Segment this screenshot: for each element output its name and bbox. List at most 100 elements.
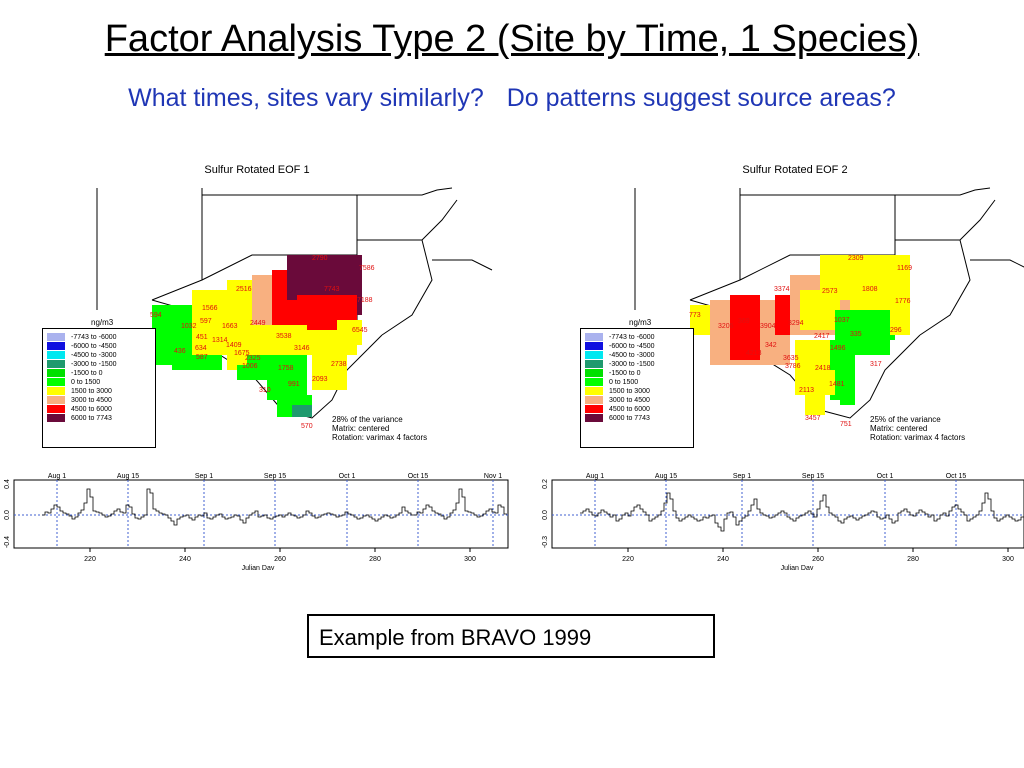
legend-swatch [47, 378, 65, 386]
map-grid-cell [840, 355, 855, 405]
example-caption: Example from BRAVO 1999 [307, 614, 715, 658]
site-value-label: 1314 [212, 337, 228, 344]
eof-series-line [580, 492, 1024, 532]
day-tick-label: 280 [369, 556, 381, 563]
legend-swatch [585, 396, 603, 404]
site-value-label: 436 [174, 348, 186, 355]
legend-item: -4500 to -3000 [585, 351, 655, 360]
x-axis-label: Julian Day [781, 565, 814, 570]
map-grid-cell [312, 350, 347, 390]
legend-swatch [585, 405, 603, 413]
legend-item: -6000 to -4500 [47, 342, 117, 351]
legend-swatch [47, 369, 65, 377]
day-tick-label: 300 [464, 556, 476, 563]
eof1-map-canvas: 2790 7586 2516 7743 7188 1566 594 597 1663 2449 10… [96, 187, 493, 430]
legend-item: 4500 to 6000 [585, 405, 650, 414]
legend-swatch [47, 333, 65, 341]
site-value-label: 1481 [829, 381, 845, 388]
site-value-label: 3294 [788, 320, 804, 327]
legend-item: 1500 to 3000 [47, 387, 112, 396]
y-tick-label: 0.2 [542, 479, 549, 489]
plot-frame [13, 479, 509, 549]
site-value-label: 1409 [226, 342, 242, 349]
variance-note-line: 25% of the variance [870, 415, 941, 424]
eof1-timeseries: Aug 1 Aug 15 Sep 1 Sep 15 Oct 1 Oct 15 Nov 1 22… [0, 470, 515, 570]
legend-label: -1500 to 0 [71, 370, 103, 377]
legend-item: 0 to 1500 [47, 378, 100, 387]
site-value-label: 1496 [830, 345, 846, 352]
legend-label: 0 to 1500 [609, 379, 639, 386]
site-value-label: 773 [689, 312, 701, 319]
site-value-label: 310 [259, 387, 271, 394]
legend-label: -3000 to -1500 [71, 361, 117, 368]
legend-item: 6000 to 7743 [585, 414, 650, 423]
month-tick-label: Aug 15 [655, 473, 677, 480]
legend-label: 1500 to 3000 [71, 388, 112, 395]
map-grid-cell [805, 390, 825, 415]
site-value-label: 335 [850, 331, 862, 338]
site-value-label: 991 [288, 381, 300, 388]
color-legend: ng/m3 -7743 to -6000 -6000 to -4500 -4500 … [42, 318, 156, 448]
legend-swatch [585, 360, 603, 368]
legend-swatch [585, 342, 603, 350]
legend-item: 1500 to 3000 [585, 387, 650, 396]
map-title: Sulfur Rotated EOF 1 [204, 164, 310, 176]
legend-item: -7743 to -6000 [585, 333, 655, 342]
legend-item: 0 to 1500 [585, 378, 638, 387]
site-value-label: 1032 [181, 323, 197, 330]
month-tick-label: Sep 15 [802, 473, 824, 480]
month-tick-label: Sep 1 [733, 473, 751, 480]
map-grid-cell [292, 405, 312, 417]
page-subtitle: What times, sites vary similarly? Do pat… [0, 84, 1024, 113]
legend-label: 6000 to 7743 [609, 415, 650, 422]
site-value-label: 2325 [245, 355, 261, 362]
site-value-label: 2093 [312, 376, 328, 383]
legend-swatch [585, 369, 603, 377]
legend-swatch [47, 360, 65, 368]
day-tick-label: 240 [179, 556, 191, 563]
site-value-label: 369 [738, 318, 750, 325]
map-grid-cell [735, 330, 760, 355]
legend-swatch [585, 378, 603, 386]
map-grid-cell [192, 290, 232, 355]
site-value-label: 3374 [774, 286, 790, 293]
variance-note: 25% of the variance Matrix: centered Rot… [870, 415, 965, 442]
subtitle-question-2: Do patterns suggest source areas? [506, 84, 896, 112]
site-value-label: 3538 [276, 333, 292, 340]
site-value-label: 1808 [862, 286, 878, 293]
site-value-label: 342 [765, 342, 777, 349]
site-value-label: 2516 [236, 286, 252, 293]
matrix-note-line: Matrix: centered [332, 424, 390, 433]
legend-item: 3000 to 4500 [585, 396, 650, 405]
site-value-label: 4213 [746, 350, 762, 357]
y-tick-label: -0.3 [542, 536, 549, 548]
legend-label: -6000 to -4500 [71, 343, 117, 350]
legend-unit: ng/m3 [629, 318, 652, 327]
legend-swatch [47, 351, 65, 359]
month-tick-label: Oct 15 [408, 473, 429, 480]
legend-label: 3000 to 4500 [71, 397, 112, 404]
site-value-label: 2573 [822, 288, 838, 295]
legend-label: 3000 to 4500 [609, 397, 650, 404]
site-value-label: 296 [890, 327, 902, 334]
month-tick-label: Sep 1 [195, 473, 213, 480]
legend-item: -3000 to -1500 [585, 360, 655, 369]
site-value-label: 1169 [897, 265, 912, 272]
site-value-label: 594 [150, 312, 162, 319]
legend-label: -7743 to -6000 [609, 334, 655, 341]
map-grid-cell [237, 365, 277, 380]
legend-unit: ng/m3 [91, 318, 114, 327]
month-tick-label: Aug 15 [117, 473, 139, 480]
legend-label: 1500 to 3000 [609, 388, 650, 395]
eof1-map: Sulfur Rotated EOF 1 2790 7586 2516 7743 718… [12, 160, 502, 460]
eof2-timeseries-canvas: Aug 1 Aug 15 Sep 1 Sep 15 Oct 1 Oct 15 220 240 2… [542, 473, 1024, 570]
day-tick-label: 260 [274, 556, 286, 563]
x-axis-label: Julian Day [242, 565, 275, 570]
map-grid-cell [337, 320, 362, 345]
site-value-label: 3205 [718, 323, 734, 330]
legend-label: 4500 to 6000 [71, 406, 112, 413]
eof-series-line [42, 488, 507, 526]
map-grid-cell [800, 290, 840, 330]
site-value-label: 1566 [202, 305, 218, 312]
site-value-label: 3904 [760, 323, 776, 330]
